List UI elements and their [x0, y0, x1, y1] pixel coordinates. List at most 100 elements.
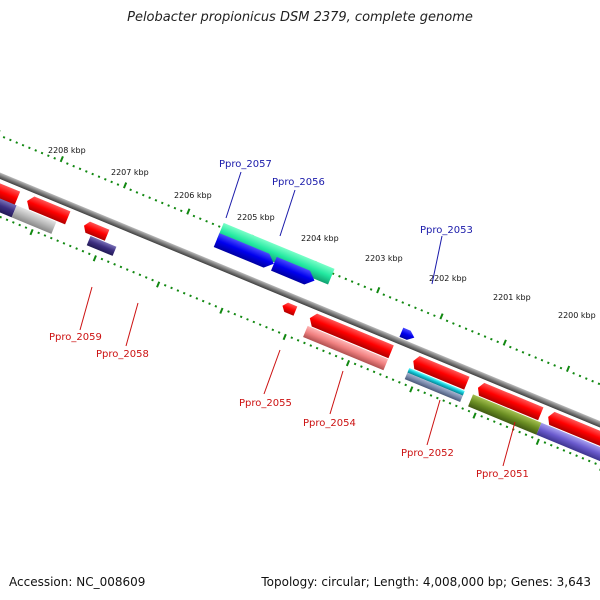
gene-label-ppro-2057[interactable]: Ppro_2057 — [219, 159, 272, 170]
scale-tick-minor — [315, 346, 319, 350]
scale-tick-minor — [233, 312, 237, 316]
scale-tick-minor — [486, 417, 490, 421]
scale-tick-minor — [334, 354, 338, 358]
scale-tick-minor — [528, 353, 531, 357]
scale-tick-minor — [85, 170, 88, 173]
gene-ppro-2052-cyan[interactable] — [407, 368, 465, 396]
gene-ppro-2050-red[interactable] — [545, 410, 600, 449]
scale-tick-major — [186, 208, 191, 215]
scale-tick-minor — [265, 325, 268, 329]
gene-label-ppro-2052[interactable]: Ppro_2052 — [401, 448, 454, 459]
scale-tick-minor — [366, 367, 370, 371]
scale-label: 2200 kbp — [558, 311, 596, 320]
gene-ppro-2055[interactable] — [281, 301, 298, 316]
leader-line — [279, 189, 296, 237]
scale-tick-minor — [492, 420, 496, 423]
scale-tick-minor — [113, 263, 116, 266]
gene-ppro-2054[interactable] — [303, 325, 389, 371]
gene-ppro-2058-red[interactable] — [24, 195, 71, 225]
scale-label: 2201 kbp — [493, 293, 531, 302]
scale-tick-minor — [477, 332, 481, 336]
scale-tick-minor — [24, 226, 28, 229]
scale-tick-minor — [154, 198, 158, 202]
scale-label: 2205 kbp — [237, 213, 275, 222]
scale-tick-minor — [104, 178, 107, 181]
scale-tick-minor — [9, 138, 12, 142]
scale-tick-minor — [167, 204, 170, 207]
leader-line — [263, 349, 281, 395]
scale-tick-minor — [458, 324, 462, 328]
scale-tick-minor — [62, 242, 66, 245]
scale-tick-minor — [467, 409, 471, 413]
scale-tick-minor — [198, 217, 202, 220]
gene-ppro-2058[interactable] — [86, 235, 117, 256]
gene-ppro-2056[interactable] — [271, 256, 317, 288]
scale-tick-minor — [176, 289, 180, 292]
scale-tick-minor — [75, 247, 78, 250]
scale-tick-minor — [575, 454, 578, 457]
scale-tick-major — [565, 365, 571, 372]
scale-tick-major — [472, 412, 477, 419]
scale-tick-minor — [66, 162, 69, 165]
scale-tick-minor — [106, 260, 110, 264]
scale-tick-minor — [43, 234, 47, 237]
gene-ppro-2054-red[interactable] — [307, 312, 394, 359]
scale-labels: 2208 kbp 2207 kbp 2206 kbp 2205 kbp 2204… — [48, 146, 596, 320]
scale-tick-minor — [547, 361, 550, 365]
scale-tick-minor — [496, 340, 499, 344]
gene-label-ppro-2056[interactable]: Ppro_2056 — [272, 177, 325, 188]
scale-tick-minor — [480, 415, 483, 418]
scale-tick-minor — [173, 206, 177, 210]
scale-tick-minor — [179, 209, 183, 213]
scale-tick-major — [345, 360, 351, 367]
gene-label-ppro-2059[interactable]: Ppro_2059 — [49, 332, 102, 343]
scale-tick-minor — [455, 404, 458, 408]
scale-tick-major — [282, 333, 287, 341]
gene-labels: Ppro_2057 Ppro_2056 Ppro_2053 Ppro_2059 … — [49, 159, 529, 480]
scale-tick-minor — [350, 280, 354, 283]
scale-tick-minor — [420, 309, 424, 312]
scale-tick-minor — [483, 335, 487, 338]
scale-tick-minor — [100, 257, 104, 261]
leader-line — [125, 302, 139, 347]
scale-tick-minor — [524, 433, 528, 437]
gene-ppro-2051-purple[interactable] — [536, 422, 600, 462]
leader-line — [329, 370, 344, 415]
scale-tick-minor — [353, 362, 357, 366]
gene-ppro-2057b[interactable] — [213, 233, 277, 271]
gene-label-ppro-2053[interactable]: Ppro_2053 — [420, 225, 473, 236]
scale-tick-minor — [584, 377, 588, 380]
gene-ppro-2052-red[interactable] — [411, 355, 470, 390]
scale-tick-minor — [271, 328, 275, 332]
gene-ppro-2053[interactable] — [399, 327, 416, 343]
gene-label-ppro-2054[interactable]: Ppro_2054 — [303, 418, 356, 429]
scale-tick-minor — [591, 379, 594, 383]
gene-ppro-2051[interactable] — [468, 394, 542, 435]
gene-label-ppro-2051[interactable]: Ppro_2051 — [476, 469, 529, 480]
scale-tick-minor — [562, 449, 566, 452]
scale-tick-minor — [426, 311, 430, 315]
scale-label: 2203 kbp — [365, 254, 403, 263]
scale-tick-minor — [414, 306, 417, 310]
scale-tick-minor — [407, 303, 411, 307]
gene-ppro-2059-extra[interactable] — [11, 205, 57, 234]
scale-tick-minor — [518, 430, 521, 434]
gene-ppro-2051-red[interactable] — [475, 381, 544, 421]
scale-tick-minor — [568, 451, 572, 455]
scale-tick-minor — [87, 252, 91, 256]
scale-tick-minor — [5, 218, 9, 222]
gene-label-ppro-2055[interactable]: Ppro_2055 — [239, 398, 292, 409]
scale-tick-minor — [436, 396, 439, 400]
scale-tick-minor — [141, 193, 145, 197]
gene-ppro-2052[interactable] — [404, 372, 463, 403]
scale-tick-minor — [391, 378, 395, 381]
gene-ppro-2058a[interactable] — [82, 220, 110, 241]
scale-tick-minor — [2, 136, 6, 139]
gene-label-ppro-2058[interactable]: Ppro_2058 — [96, 349, 149, 360]
scale-ticks-lower — [0, 215, 600, 472]
scale-tick-minor — [135, 191, 139, 194]
scale-tick-minor — [56, 239, 59, 243]
scale-tick-minor — [296, 339, 300, 342]
scale-tick-minor — [372, 370, 376, 374]
gene-leader-lines — [79, 171, 516, 467]
